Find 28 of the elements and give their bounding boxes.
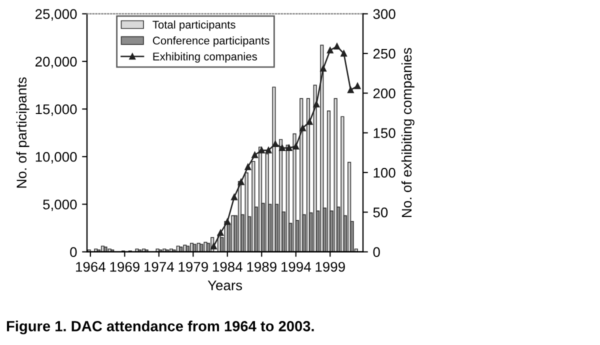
y-axis-title: No. of participants: [16, 77, 30, 188]
x-tick-label: 1984: [213, 262, 242, 272]
x-tick-label: 1964: [76, 262, 106, 272]
legend-label: Total participants: [152, 20, 236, 31]
x-tick-label: 1974: [144, 262, 174, 272]
legend-label: Conference participants: [152, 36, 270, 47]
y2-axis-title: No. of exhibiting companies: [401, 48, 414, 217]
legend-label: Exhibiting companies: [153, 52, 257, 63]
x-tick-label: 1994: [281, 262, 311, 272]
y2-tick-label: 50: [373, 208, 388, 218]
y-tick-label: 15,000: [36, 104, 77, 116]
x-tick-label: 1999: [316, 262, 345, 272]
y-tick-label: 20,000: [36, 56, 77, 68]
y2-tick-label: 300: [373, 9, 396, 19]
y2-tick-label: 100: [374, 168, 396, 178]
y2-tick-label: 150: [374, 128, 396, 138]
y2-tick-label: 250: [373, 48, 396, 59]
x-tick-label: 1989: [247, 262, 276, 272]
x-axis-title: Years: [208, 280, 242, 290]
x-tick-label: 1979: [178, 262, 208, 272]
y2-tick-label: 200: [373, 88, 396, 98]
text: Figure 1. DAC attendance from 1964 to 2003.: [6, 320, 314, 334]
y2-tick-label: 0: [373, 247, 380, 258]
x-tick-label: 1969: [110, 262, 140, 272]
y-tick-label: 10,000: [36, 152, 77, 164]
y-tick-label: 0: [70, 247, 77, 258]
y-tick-label: 25,000: [36, 9, 77, 21]
y-tick-label: 5,000: [43, 200, 77, 212]
